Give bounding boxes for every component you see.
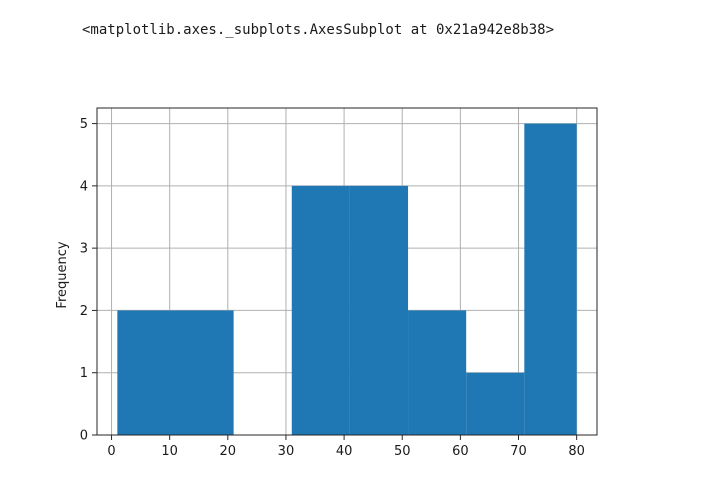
x-tick-label: 50	[394, 444, 411, 459]
histogram-bar	[466, 372, 525, 435]
y-tick-label: 0	[80, 429, 88, 444]
x-tick-label: 0	[107, 444, 115, 459]
bars-layer	[117, 123, 577, 436]
histogram-bar	[117, 310, 176, 435]
x-tick-label: 30	[278, 444, 295, 459]
y-tick-label: 1	[80, 366, 88, 381]
output-repr-text: <matplotlib.axes._subplots.AxesSubplot a…	[82, 22, 555, 38]
y-tick-label: 2	[80, 304, 88, 319]
x-tick-label: 60	[452, 444, 469, 459]
y-tick-label: 4	[80, 179, 88, 194]
histogram-bar	[408, 310, 467, 435]
y-tick-label: 5	[80, 117, 88, 132]
x-tick-label: 40	[336, 444, 353, 459]
y-axis-label: Frequency	[55, 241, 70, 308]
histogram-bar	[175, 310, 234, 435]
axes-frame	[96, 107, 598, 436]
x-tick-label: 70	[510, 444, 527, 459]
histogram-bar	[349, 185, 409, 435]
x-tick-label: 20	[220, 444, 237, 459]
x-tick-label: 10	[161, 444, 178, 459]
histogram-bar	[524, 123, 577, 436]
y-tick-label: 3	[80, 242, 88, 257]
histogram-bar	[291, 185, 350, 435]
x-tick-label: 80	[568, 444, 585, 459]
ticks-layer: 0 10 20 30 40 50 60 70 80 0 1 2 3 4 5	[80, 117, 585, 459]
